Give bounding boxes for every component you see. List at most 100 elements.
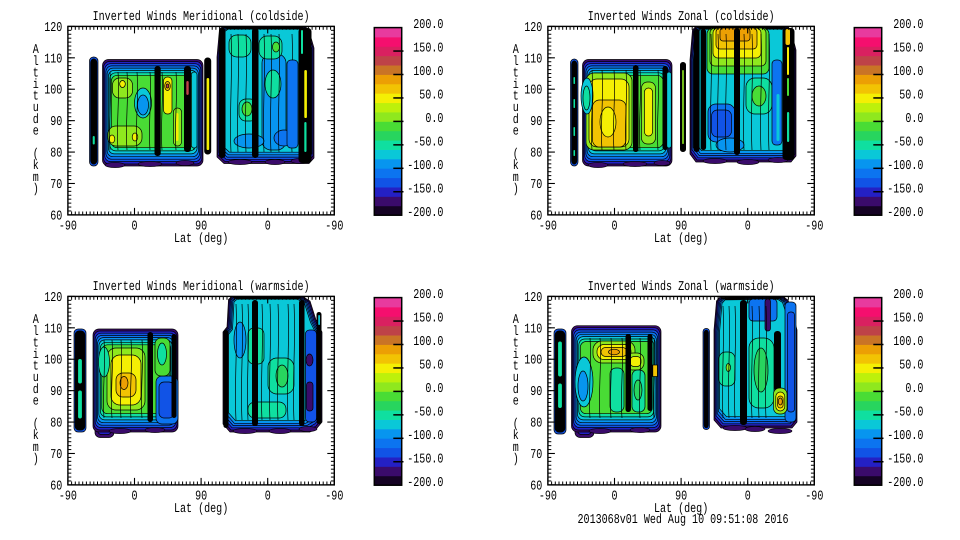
svg-text:200.0: 200.0	[893, 18, 923, 33]
svg-text:Lat (deg): Lat (deg)	[654, 232, 708, 247]
svg-text:m: m	[33, 441, 39, 456]
svg-text:Inverted Winds Meridional (war: Inverted Winds Meridional (warmside)	[93, 280, 310, 295]
svg-text:90: 90	[50, 115, 62, 130]
svg-text:t: t	[513, 336, 519, 351]
svg-text:80: 80	[530, 147, 542, 162]
svg-text:150.0: 150.0	[893, 312, 923, 327]
svg-text:200.0: 200.0	[893, 288, 923, 303]
svg-text:90: 90	[195, 490, 207, 505]
svg-text:t: t	[33, 66, 39, 81]
svg-text:-100.0: -100.0	[407, 159, 443, 174]
svg-text:k: k	[513, 429, 519, 444]
svg-text:90: 90	[675, 490, 687, 505]
svg-text:Inverted Winds Zonal (coldside: Inverted Winds Zonal (coldside)	[588, 10, 775, 25]
svg-text:60: 60	[530, 209, 542, 224]
svg-text:0.0: 0.0	[425, 382, 443, 397]
svg-text:120: 120	[44, 21, 62, 36]
svg-text:Lat (deg): Lat (deg)	[654, 502, 708, 517]
svg-text:0: 0	[611, 220, 617, 235]
svg-text:0: 0	[265, 490, 271, 505]
svg-text:Inverted Winds Meridional (col: Inverted Winds Meridional (coldside)	[93, 10, 310, 25]
svg-text:100: 100	[524, 354, 542, 369]
svg-text:A: A	[33, 313, 40, 328]
svg-text:(: (	[33, 418, 39, 433]
svg-text:): )	[33, 452, 39, 467]
svg-text:80: 80	[530, 417, 542, 432]
svg-text:-50.0: -50.0	[413, 406, 443, 421]
svg-text:110: 110	[44, 322, 62, 337]
svg-text:d: d	[33, 383, 39, 398]
svg-text:m: m	[33, 171, 39, 186]
svg-text:80: 80	[50, 147, 62, 162]
svg-text:90: 90	[530, 115, 542, 130]
svg-text:(: (	[513, 418, 519, 433]
svg-text:100.0: 100.0	[413, 65, 443, 80]
svg-text:k: k	[33, 159, 39, 174]
svg-text:90: 90	[530, 385, 542, 400]
svg-text:50.0: 50.0	[419, 89, 443, 104]
svg-text:150.0: 150.0	[893, 42, 923, 57]
svg-text:50.0: 50.0	[899, 359, 923, 374]
svg-text:A: A	[513, 43, 520, 58]
svg-text:120: 120	[524, 291, 542, 306]
svg-text:150.0: 150.0	[413, 42, 443, 57]
svg-text:150.0: 150.0	[413, 312, 443, 327]
svg-text:u: u	[33, 101, 39, 116]
svg-text:t: t	[513, 360, 519, 375]
svg-text:l: l	[33, 325, 39, 340]
svg-text:e: e	[513, 394, 519, 409]
svg-text:80: 80	[50, 417, 62, 432]
svg-text:0: 0	[131, 220, 137, 235]
svg-text:100: 100	[44, 354, 62, 369]
svg-text:m: m	[513, 441, 519, 456]
svg-text:100: 100	[524, 84, 542, 99]
svg-text:-50.0: -50.0	[413, 135, 443, 150]
svg-text:90: 90	[195, 220, 207, 235]
svg-text:-200.0: -200.0	[407, 476, 443, 491]
svg-text:l: l	[33, 55, 39, 70]
svg-text:100.0: 100.0	[413, 335, 443, 350]
svg-text:l: l	[513, 55, 519, 70]
svg-text:100.0: 100.0	[893, 65, 923, 80]
svg-text:-150.0: -150.0	[407, 452, 443, 467]
svg-text:110: 110	[524, 322, 542, 337]
svg-text:e: e	[33, 394, 39, 409]
svg-text:-200.0: -200.0	[407, 206, 443, 221]
svg-text:): )	[513, 452, 519, 467]
svg-text:-90: -90	[805, 220, 823, 235]
svg-text:i: i	[513, 348, 519, 363]
svg-text:0.0: 0.0	[905, 382, 923, 397]
svg-text:110: 110	[524, 52, 542, 67]
svg-text:50.0: 50.0	[419, 359, 443, 374]
svg-text:-150.0: -150.0	[887, 452, 923, 467]
svg-text:60: 60	[530, 479, 542, 494]
svg-text:2013068v01 Wed Aug 10 09:51:08: 2013068v01 Wed Aug 10 09:51:08 2016	[578, 513, 789, 528]
svg-text:Lat (deg): Lat (deg)	[174, 232, 228, 247]
svg-text:i: i	[33, 348, 39, 363]
svg-text:-100.0: -100.0	[887, 429, 923, 444]
svg-text:90: 90	[675, 220, 687, 235]
svg-text:t: t	[513, 90, 519, 105]
svg-text:u: u	[513, 101, 519, 116]
svg-text:Lat (deg): Lat (deg)	[174, 502, 228, 517]
svg-text:Inverted Winds Zonal (warmside: Inverted Winds Zonal (warmside)	[588, 280, 775, 295]
svg-text:e: e	[33, 124, 39, 139]
svg-text:d: d	[513, 113, 519, 128]
svg-text:i: i	[513, 78, 519, 93]
svg-text:t: t	[33, 360, 39, 375]
svg-text:(: (	[33, 148, 39, 163]
svg-text:-150.0: -150.0	[407, 182, 443, 197]
svg-text:-90: -90	[539, 490, 557, 505]
svg-text:m: m	[513, 171, 519, 186]
svg-text:l: l	[513, 325, 519, 340]
svg-text:k: k	[33, 429, 39, 444]
svg-text:-50.0: -50.0	[893, 135, 923, 150]
svg-text:i: i	[33, 78, 39, 93]
svg-text:k: k	[513, 159, 519, 174]
svg-text:50.0: 50.0	[899, 89, 923, 104]
svg-text:0.0: 0.0	[425, 112, 443, 127]
svg-text:60: 60	[50, 479, 62, 494]
svg-text:-90: -90	[805, 490, 823, 505]
svg-text:t: t	[513, 66, 519, 81]
svg-text:110: 110	[44, 52, 62, 67]
